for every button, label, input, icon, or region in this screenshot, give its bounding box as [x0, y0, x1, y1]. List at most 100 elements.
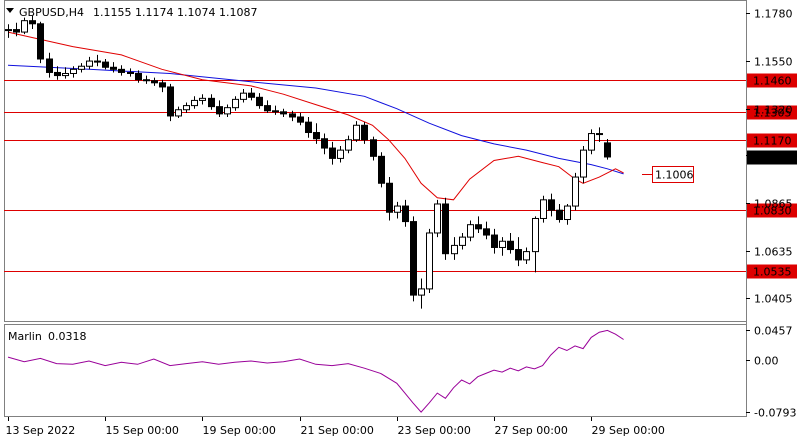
- candle-body: [191, 99, 198, 107]
- candle-body: [183, 105, 190, 111]
- level-tag-4: [747, 264, 797, 279]
- candle-body: [208, 97, 215, 108]
- candle: [588, 129, 595, 155]
- candle: [410, 216, 417, 302]
- candle-body: [151, 80, 158, 84]
- candle-body: [94, 60, 101, 63]
- candle-body: [5, 29, 12, 32]
- candle: [248, 87, 255, 101]
- marlin-indicator: [7, 329, 624, 413]
- candle: [264, 100, 271, 113]
- candle-body: [305, 121, 312, 134]
- candle-body: [451, 244, 458, 255]
- candle: [208, 94, 215, 110]
- candle-body: [329, 147, 336, 159]
- candle-body: [297, 116, 304, 123]
- candle-body: [54, 71, 61, 77]
- time-tick-label-4: 23 Sep 00:00: [398, 424, 471, 437]
- candle-body: [13, 29, 20, 33]
- candle-body: [491, 234, 498, 248]
- candle-body: [442, 203, 449, 255]
- candle-body: [248, 92, 255, 98]
- indicator-tick-label-0: 0.0457: [754, 325, 793, 338]
- candle-body: [410, 221, 417, 296]
- price-tick-label-2: 1.1320: [754, 104, 793, 117]
- candle: [321, 133, 328, 155]
- price-tick-label-1: 1.1550: [754, 56, 793, 69]
- candle: [21, 17, 28, 35]
- level-tag-3: [747, 203, 797, 218]
- candle: [523, 247, 530, 265]
- price-tick-label-6: 1.0405: [754, 293, 793, 306]
- candle: [467, 220, 474, 242]
- candle: [596, 127, 603, 142]
- indicator-tick-label-1: 0.00: [754, 355, 779, 368]
- candle: [313, 123, 320, 144]
- candle-body: [361, 124, 368, 141]
- candle-body: [167, 86, 174, 117]
- candle: [102, 58, 109, 70]
- candle: [499, 237, 506, 256]
- candle: [402, 199, 409, 227]
- current-price-tag-box: [747, 150, 797, 165]
- level-tag-1: [747, 105, 797, 120]
- candle: [305, 116, 312, 138]
- candle-body: [434, 203, 441, 234]
- candle: [70, 66, 77, 78]
- candle-body: [499, 240, 506, 248]
- candle-body: [345, 139, 352, 151]
- candle-body: [515, 249, 522, 261]
- time-tick-label-0: 13 Sep 2022: [6, 424, 76, 437]
- candle: [37, 21, 44, 64]
- price-tick-label-4: 1.0865: [754, 198, 793, 211]
- level-tag-label-2: 1.1170: [753, 135, 792, 148]
- candle-body: [459, 236, 466, 246]
- price-tick-label-0: 1.1780: [754, 8, 793, 21]
- candle-body: [159, 82, 166, 88]
- candle: [110, 62, 117, 73]
- candle: [94, 54, 101, 67]
- candle: [54, 66, 61, 80]
- candle-body: [118, 68, 125, 73]
- candle: [191, 96, 198, 109]
- time-axis: 13 Sep 2022 15 Sep 00:00 19 Sep 00:00 21 Se…: [6, 417, 665, 437]
- candle: [224, 104, 231, 117]
- indicator-value: 0.0318: [48, 330, 87, 343]
- collapse-arrow-icon[interactable]: [6, 8, 14, 13]
- candle: [256, 93, 263, 109]
- current-price-tag-label: 1.1087: [753, 152, 792, 165]
- candle: [459, 232, 466, 250]
- candle-body: [386, 182, 393, 213]
- candle-body: [540, 199, 547, 219]
- candle-body: [216, 106, 223, 115]
- candle: [62, 67, 69, 79]
- candle-body: [548, 199, 555, 211]
- symbol-label: GBPUSD,H4: [19, 6, 84, 19]
- price-annotation[interactable]: 1.1006: [642, 166, 694, 183]
- main-plot-frame: [4, 0, 747, 322]
- candle: [232, 96, 239, 111]
- candle: [353, 121, 360, 142]
- candle-body: [70, 68, 77, 74]
- candle: [564, 203, 571, 225]
- candle-body: [199, 97, 206, 101]
- candle-body: [378, 155, 385, 184]
- candle: [515, 237, 522, 267]
- candle-body: [232, 98, 239, 109]
- candle: [118, 65, 125, 76]
- candle: [370, 136, 377, 161]
- candle: [86, 56, 93, 70]
- candle-body: [256, 96, 263, 107]
- time-tick-label-3: 21 Sep 00:00: [301, 424, 374, 437]
- candle: [175, 106, 182, 119]
- annotation-box: [652, 166, 694, 183]
- candle: [289, 110, 296, 122]
- time-tick-label-2: 19 Sep 00:00: [203, 424, 276, 437]
- candle-body: [475, 224, 482, 230]
- candle-body: [580, 149, 587, 178]
- candle: [548, 193, 555, 217]
- candle-body: [37, 23, 44, 60]
- candle: [29, 15, 36, 29]
